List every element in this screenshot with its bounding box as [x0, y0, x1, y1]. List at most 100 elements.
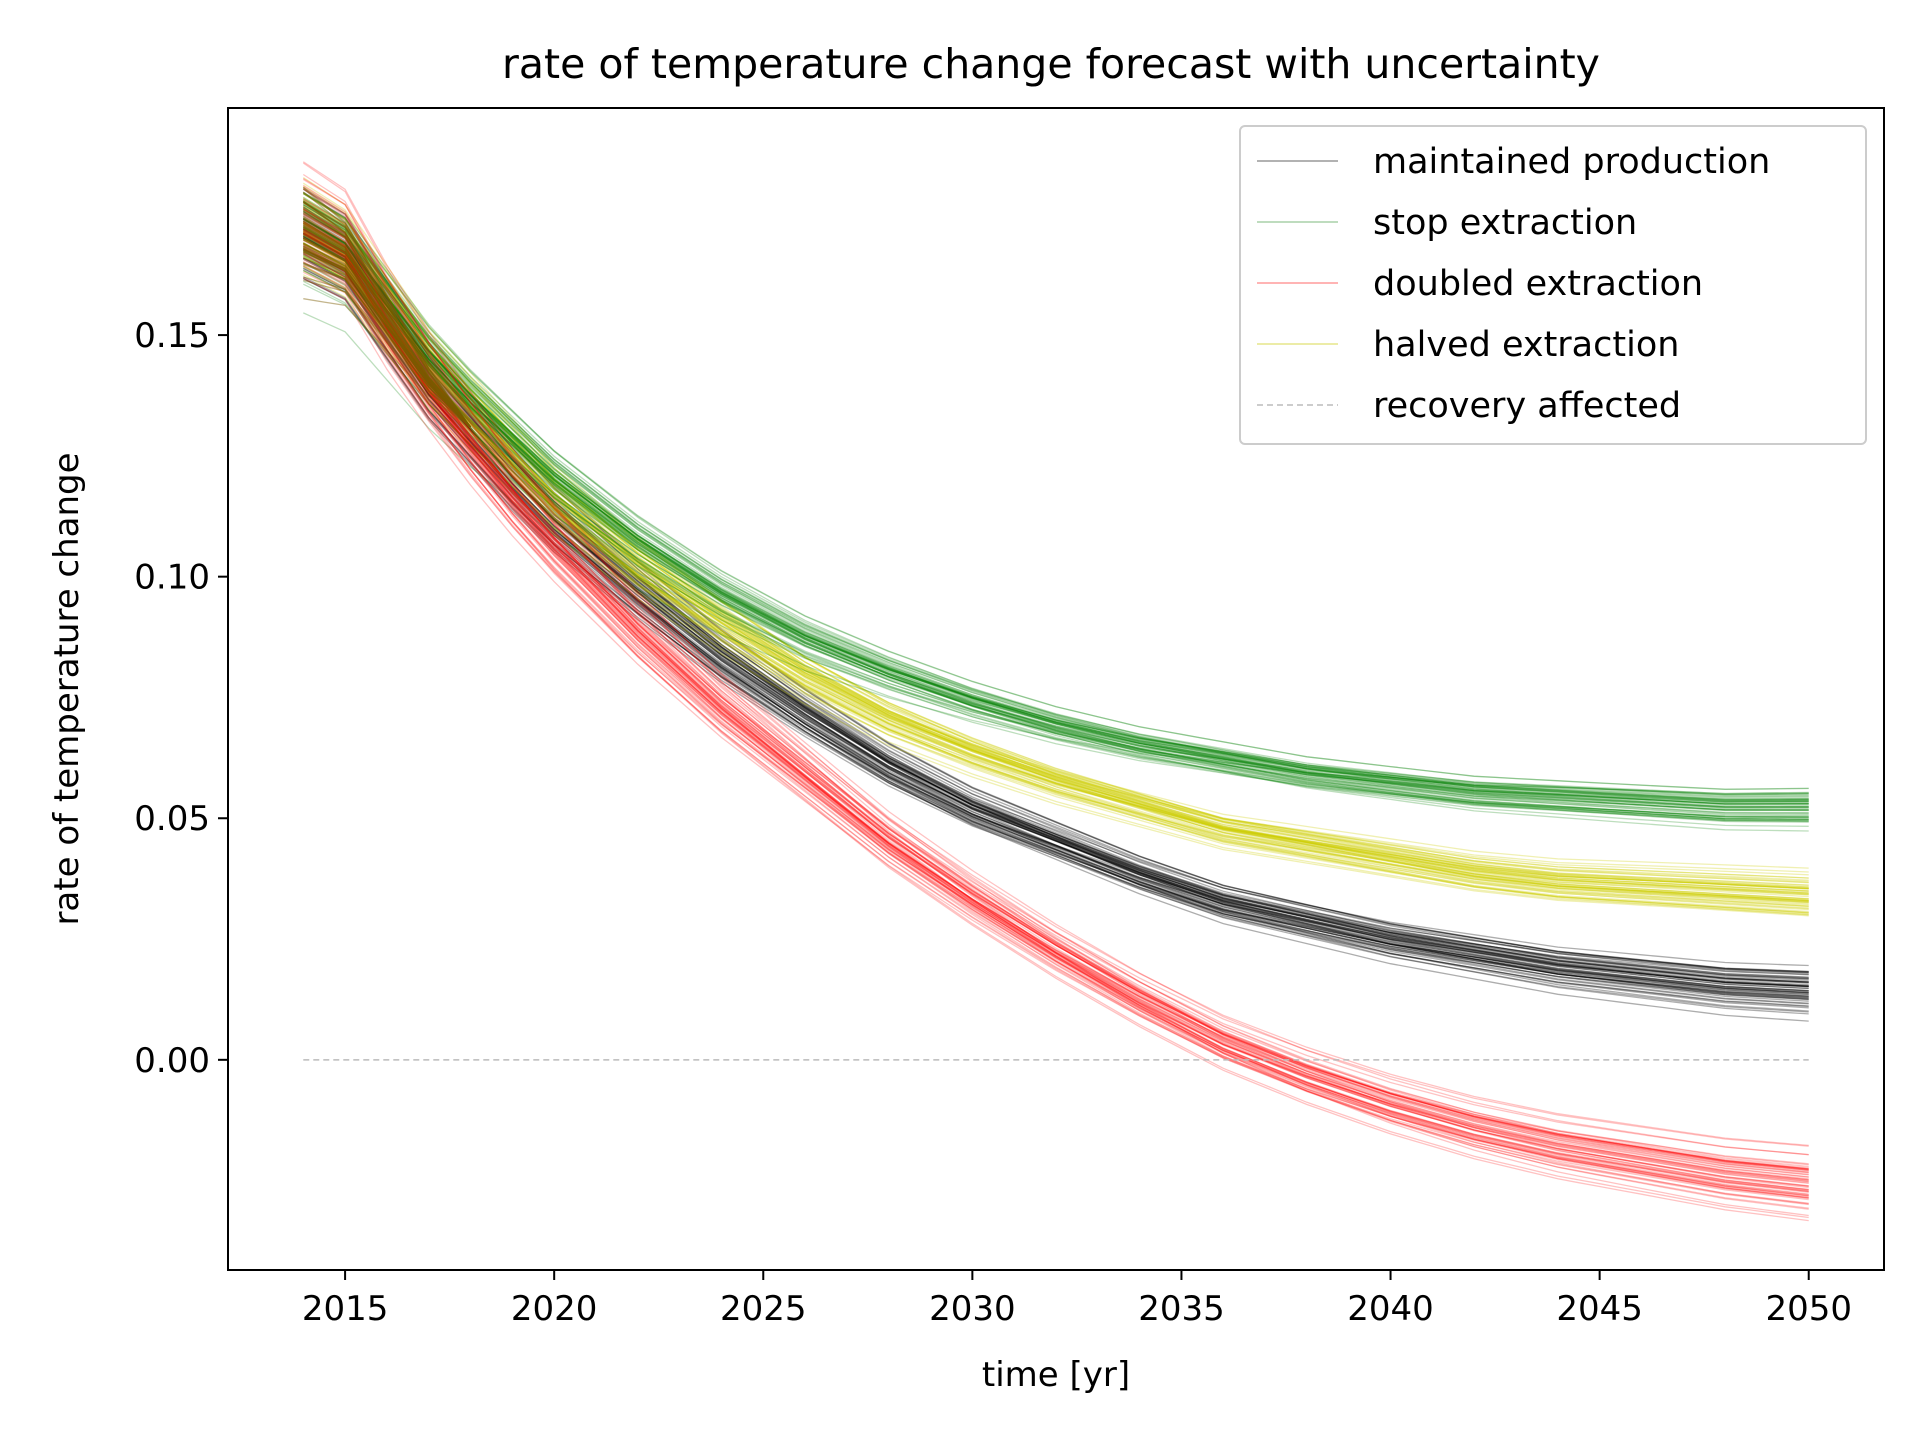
ensemble-member-line	[302, 264, 1809, 1197]
ensemble-member-line	[302, 182, 1809, 902]
overlap-line	[302, 227, 471, 428]
ensemble-member-line	[302, 188, 1809, 974]
ensemble-member-line	[302, 208, 1809, 1181]
ensemble-member-line	[302, 217, 1809, 818]
ensemble-member-line	[302, 161, 1809, 1189]
ensemble-member-line	[302, 217, 1809, 1183]
ensemble-member-line	[302, 218, 1809, 887]
ensemble-member-line	[302, 229, 1809, 808]
ensemble-member-line	[302, 236, 1809, 978]
ensemble-member-line	[302, 188, 1809, 1210]
overlap-line	[303, 262, 471, 428]
ensemble-member-line	[302, 233, 1809, 1181]
ensemble-member-line	[302, 235, 1809, 1022]
y-tick-label: 0.15	[134, 316, 210, 356]
ensemble-member-line	[302, 236, 1809, 913]
ensemble-member-line	[302, 248, 1809, 998]
ensemble-member-line	[302, 211, 1809, 987]
ensemble-member-line	[302, 220, 1809, 1171]
ensemble-member-line	[302, 231, 1809, 1197]
ensemble-member-line	[302, 232, 1809, 997]
ensemble-member-line	[302, 213, 1809, 988]
ensemble-member-line	[302, 218, 1809, 821]
legend-label: stop extraction	[1373, 203, 1637, 243]
ensemble-member-line	[302, 254, 1809, 890]
ensemble-member-line	[302, 211, 1809, 890]
overlap-line	[302, 237, 471, 428]
ensemble-member-line	[303, 268, 1809, 984]
ensemble-member-line	[302, 245, 1809, 980]
ensemble-member-line	[302, 237, 1809, 987]
overlap-line	[302, 186, 472, 428]
ensemble-member-line	[302, 215, 1809, 916]
ensemble-member-line	[302, 210, 1809, 1209]
ensemble-member-line	[302, 192, 1809, 888]
ensemble-member-line	[302, 255, 1809, 823]
ensemble-member-line	[302, 230, 1809, 1171]
ensemble-member-line	[302, 241, 1809, 881]
ensemble-member-line	[302, 188, 1809, 1168]
series-maintained-production	[302, 188, 1809, 1022]
ensemble-member-line	[302, 192, 1809, 790]
ensemble-member-line	[302, 246, 1809, 890]
ensemble-member-line	[302, 247, 1809, 1008]
overlap-line	[302, 207, 472, 428]
overlap-line	[302, 188, 472, 428]
ensemble-member-line	[302, 224, 1809, 1156]
ensemble-member-line	[302, 228, 1809, 806]
ensemble-member-line	[302, 222, 1809, 1169]
ensemble-member-line	[302, 193, 1809, 1000]
ensemble-member-line	[302, 236, 1809, 1200]
ensemble-member-line	[302, 222, 1809, 890]
legend-label: halved extraction	[1373, 325, 1679, 365]
ensemble-member-line	[302, 230, 1809, 905]
overlap-line	[302, 224, 471, 428]
ensemble-member-line	[302, 237, 1809, 967]
ensemble-member-line	[302, 208, 1809, 999]
overlap-line	[303, 248, 471, 428]
ensemble-member-line	[302, 255, 1809, 908]
ensemble-member-line	[302, 209, 1809, 1197]
ensemble-member-line	[302, 217, 1809, 807]
ensemble-member-line	[303, 256, 1809, 873]
overlap-line	[303, 257, 471, 428]
ensemble-member-line	[302, 207, 1809, 999]
ensemble-member-line	[302, 218, 1809, 992]
ensemble-member-line	[302, 255, 1809, 901]
ensemble-member-line	[302, 223, 1809, 892]
overlap-line	[302, 226, 471, 428]
overlap-line	[302, 227, 471, 428]
axes-frame	[227, 107, 1885, 1271]
ensemble-member-line	[302, 242, 1809, 1174]
y-tick-label: 0.10	[134, 558, 210, 598]
y-axis-label: rate of temperature change	[47, 452, 87, 925]
ensemble-member-line	[302, 238, 1809, 974]
ensemble-member-line	[302, 186, 1809, 1205]
overlap-line	[303, 249, 471, 428]
ensemble-member-line	[302, 184, 1809, 1191]
ensemble-member-line	[302, 198, 1809, 976]
ensemble-member-line	[302, 206, 1809, 832]
ensemble-member-line	[302, 253, 1809, 1222]
overlap-line	[303, 251, 471, 428]
ensemble-member-line	[302, 162, 1809, 1217]
legend: maintained production stop extraction doub…	[1239, 125, 1867, 445]
ensemble-member-line	[302, 261, 1809, 805]
ensemble-member-line	[302, 222, 1809, 895]
overlap-line	[303, 252, 471, 428]
overlap-line	[302, 222, 471, 428]
ensemble-member-line	[302, 211, 1809, 811]
ensemble-member-line	[302, 218, 1809, 819]
ensemble-member-line	[302, 203, 1809, 907]
overlap-line	[303, 245, 471, 428]
overlap-line	[303, 242, 471, 428]
ensemble-member-line	[303, 277, 1809, 997]
legend-box	[1239, 125, 1867, 445]
ensemble-member-line	[303, 271, 1809, 1165]
ensemble-member-line	[302, 233, 1809, 1206]
overlap-line	[303, 263, 471, 428]
overlap-line	[302, 233, 471, 428]
ensemble-member-line	[302, 233, 1809, 796]
ensemble-member-line	[302, 202, 1809, 1173]
ensemble-member-line	[302, 210, 1809, 820]
